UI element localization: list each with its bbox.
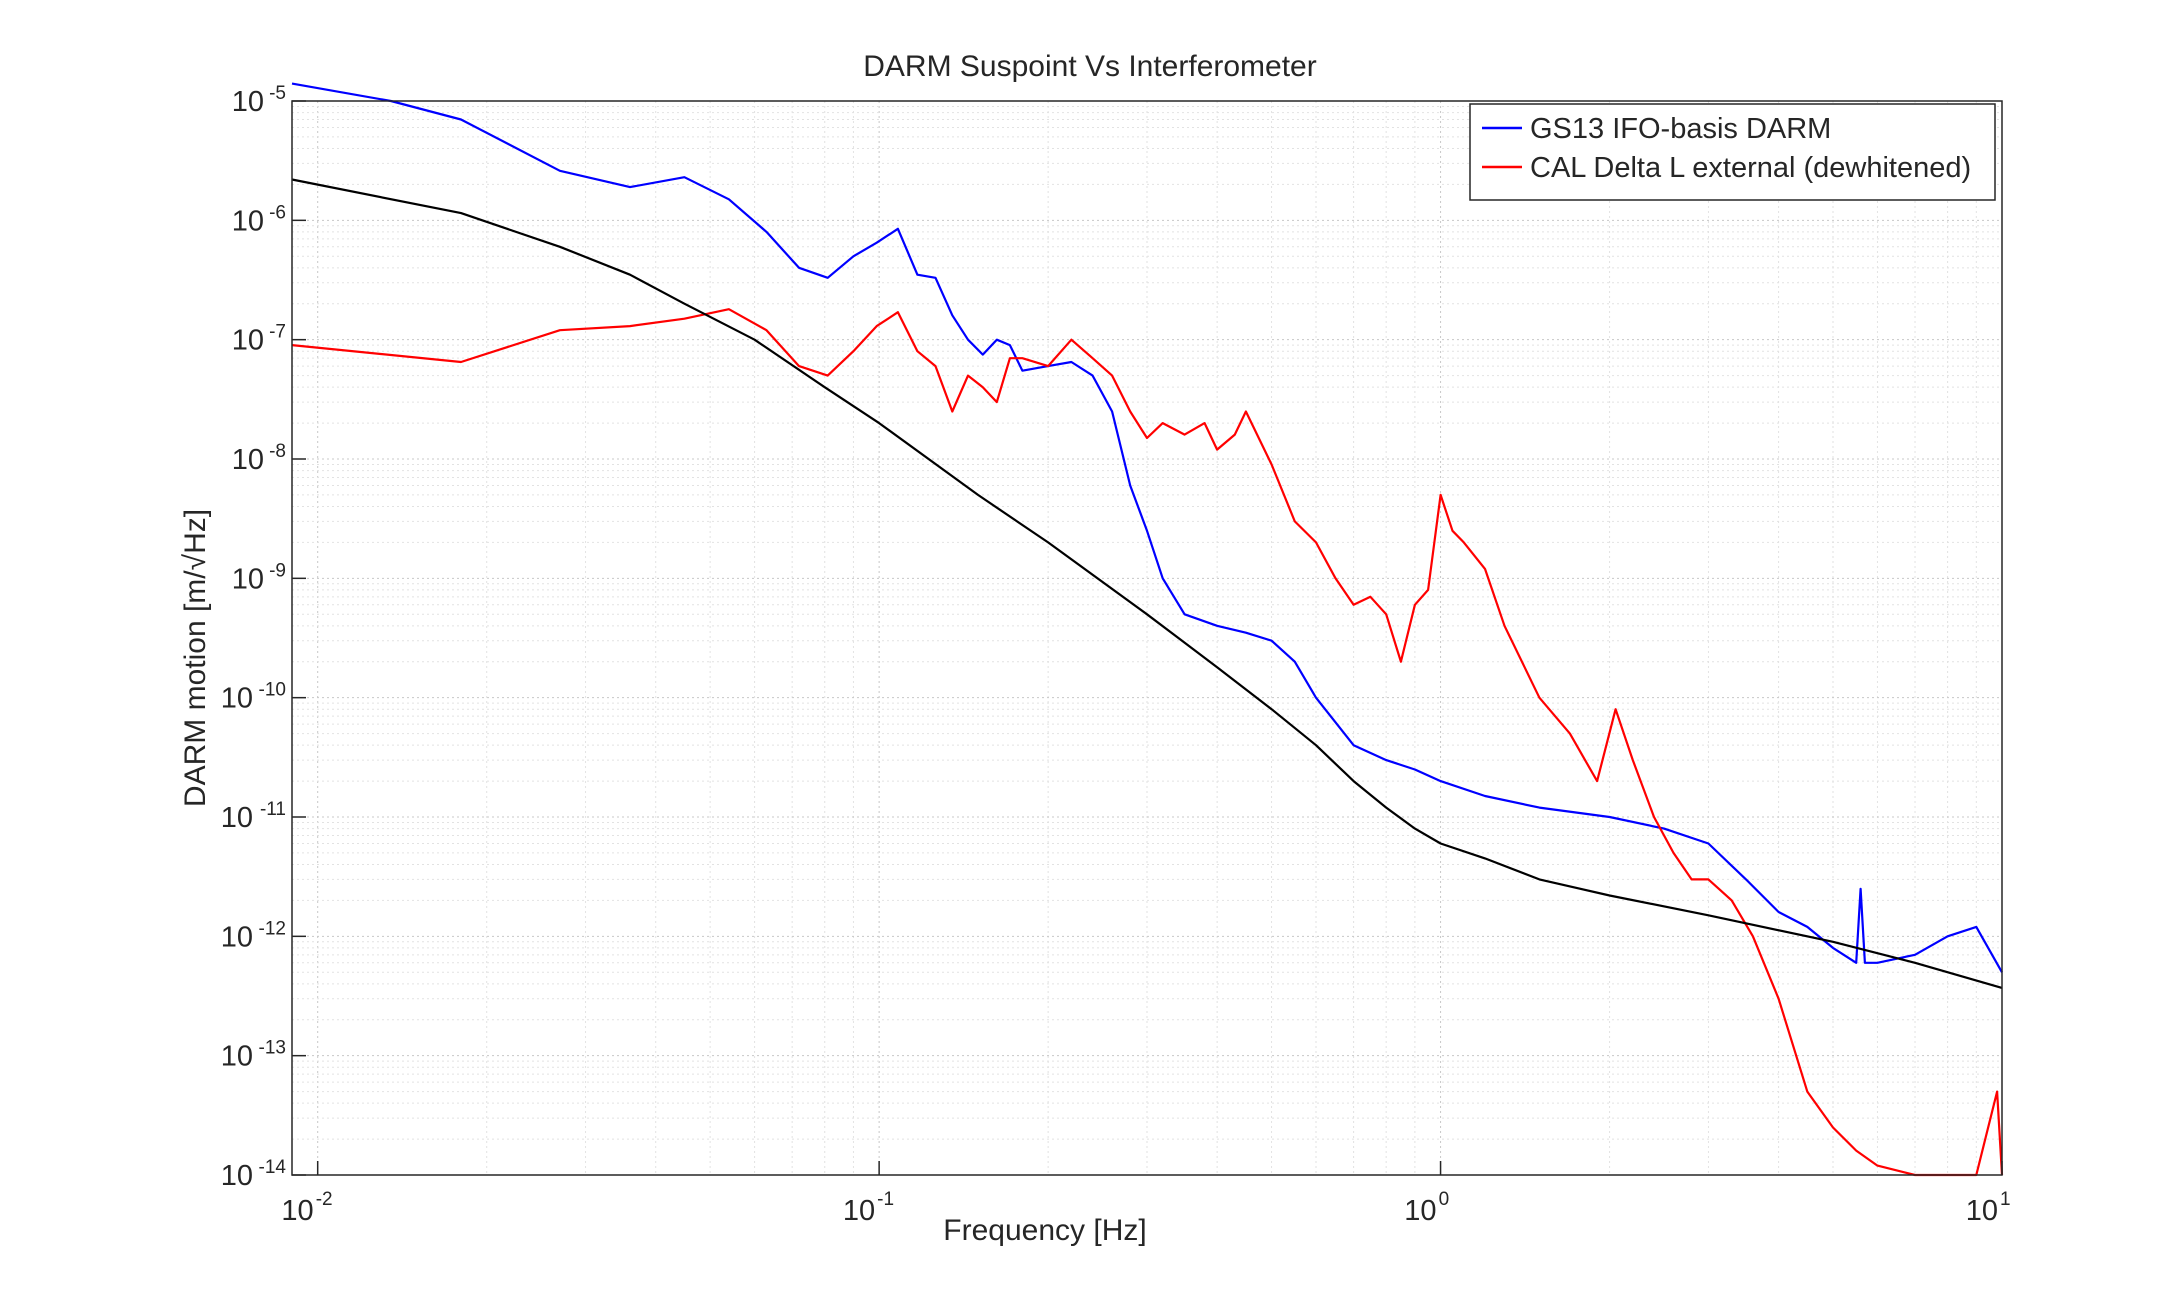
legend-box — [1469, 103, 1996, 201]
y-tick-exponent: -8 — [269, 441, 286, 462]
series-line-2 — [291, 308, 2004, 1177]
grid — [291, 101, 2002, 1176]
y-tick-exponent: -9 — [269, 560, 286, 581]
y-tick-label: 10 — [221, 1041, 253, 1073]
y-tick-exponent: -13 — [259, 1038, 286, 1059]
x-tick-exponent: -2 — [316, 1189, 333, 1210]
tick-labels: 10 -2 10 -1 10 0 10 1-510-610-710-810-910-1010-… — [221, 83, 2011, 1227]
y-tick-exponent: -5 — [269, 83, 286, 104]
series-line-3 — [291, 178, 2003, 989]
y-tick-label: 10 — [232, 325, 264, 357]
y-tick-exponent: -10 — [259, 680, 286, 701]
y-tick-exponent: -7 — [269, 322, 286, 343]
plot-series — [291, 82, 2004, 1177]
y-tick-label: 10 — [221, 1160, 253, 1192]
y-tick-label: 10 — [221, 921, 253, 953]
y-tick-label: 10 — [232, 86, 264, 118]
y-tick-label: 10 — [232, 444, 264, 476]
y-tick-label: 10 — [221, 802, 253, 834]
y-tick-label: 10 — [221, 683, 253, 715]
series-line-1 — [291, 82, 2003, 973]
y-tick-exponent: -6 — [269, 202, 286, 223]
x-tick-label: 10 — [281, 1195, 313, 1227]
plot-frame — [291, 100, 2003, 1176]
y-tick-exponent: -14 — [259, 1157, 287, 1178]
y-tick-exponent: -11 — [260, 799, 286, 820]
legend-label: CAL Delta L external (dewhitened) — [1530, 152, 1971, 184]
y-axis-label: DARM motion [m/√Hz] — [179, 509, 212, 807]
x-tick-exponent: 1 — [2000, 1189, 2011, 1210]
y-tick-exponent: -12 — [259, 918, 286, 939]
legend: GS13 IFO-basis DARM CAL Delta L external … — [1469, 103, 1996, 201]
x-tick-label: 10 — [1404, 1195, 1436, 1227]
chart-title: DARM Suspoint Vs Interferometer — [863, 50, 1317, 83]
y-tick-label: 10 — [232, 205, 264, 237]
x-tick-exponent: 0 — [1439, 1189, 1450, 1210]
legend-label: GS13 IFO-basis DARM — [1530, 113, 1831, 145]
y-tick-label: 10 — [232, 563, 264, 595]
x-tick-exponent: -1 — [877, 1189, 894, 1210]
x-tick-label: 10 — [1966, 1195, 1998, 1227]
x-tick-label: 10 — [843, 1195, 875, 1227]
x-axis-label: Frequency [Hz] — [943, 1214, 1146, 1247]
